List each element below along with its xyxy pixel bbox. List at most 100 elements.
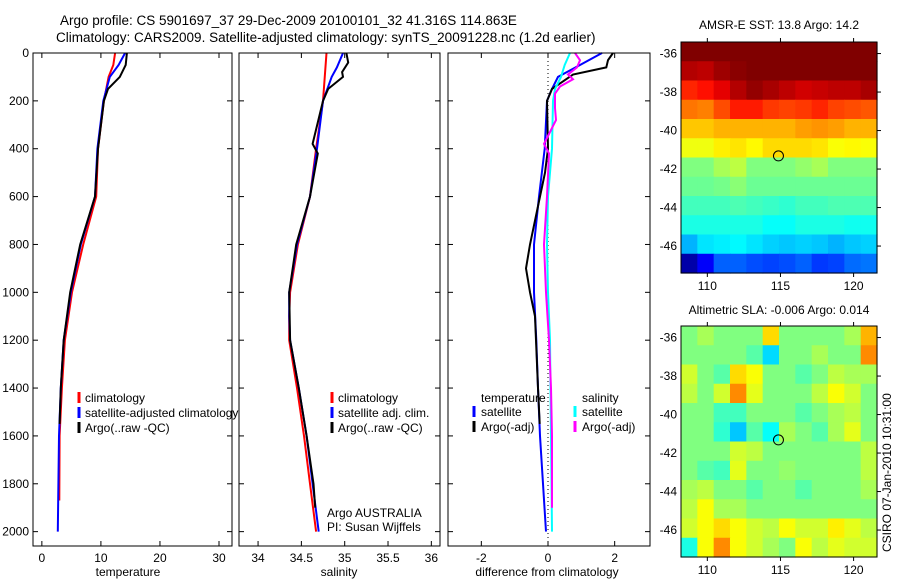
heatmap-cell — [795, 345, 813, 366]
heatmap-cell — [844, 403, 862, 423]
heatmap-cell — [795, 119, 813, 139]
heatmap-cell — [713, 196, 731, 216]
heatmap-cell — [697, 326, 715, 346]
y-tick-label: 2000 — [2, 525, 29, 539]
y-tick-label: -42 — [660, 446, 678, 460]
panel-temp: 0 10 20 30 0 200 400 600 800 1000 1200 1400 1600 1800… — [2, 46, 238, 579]
heatmap-cell — [795, 99, 813, 120]
series-line-temperature-satellite — [533, 52, 603, 532]
heatmap-cell — [828, 403, 845, 423]
heatmap-cell — [730, 196, 747, 216]
heatmap-cell — [811, 383, 829, 404]
heatmap-cell — [811, 460, 829, 481]
heatmap-cell — [844, 518, 862, 539]
heatmap-cell — [713, 422, 731, 443]
heatmap-cell — [730, 99, 747, 120]
heatmap-cell — [697, 157, 715, 178]
heatmap-cell — [746, 119, 764, 139]
heatmap-cell — [811, 326, 829, 346]
heatmap-cell — [762, 157, 780, 178]
heatmap-cell — [811, 99, 829, 120]
heatmap-cell — [828, 422, 845, 443]
heatmap-cell — [713, 460, 731, 481]
heatmap-cell — [730, 61, 747, 82]
x-tick-label: 115 — [771, 563, 790, 577]
heatmap-cell — [795, 138, 813, 159]
heatmap-cell — [844, 119, 862, 139]
heatmap-cell — [730, 253, 747, 274]
heatmap-cell — [779, 253, 796, 274]
heatmap-cell — [828, 499, 845, 520]
heatmap-cell — [860, 80, 878, 101]
argo-float-location-marker — [772, 150, 784, 162]
heatmap-cell — [844, 383, 862, 404]
heatmap-cell — [746, 42, 764, 62]
legend-label: Argo(..raw -QC) — [85, 421, 170, 435]
heatmap-cell — [713, 99, 731, 120]
heatmap-cell — [730, 345, 747, 366]
heatmap-cell — [860, 119, 878, 139]
heatmap-cell — [795, 157, 813, 178]
heatmap-cell — [697, 364, 715, 385]
heatmap-cell — [713, 234, 731, 255]
map-frame — [680, 41, 878, 274]
heatmap-cell — [681, 518, 698, 539]
y-tick-label: 1000 — [2, 285, 29, 299]
heatmap-cell — [746, 326, 764, 346]
heatmap-cell — [681, 345, 698, 366]
heatmap-cell — [795, 196, 813, 216]
heatmap-cell — [762, 215, 780, 236]
heatmap-cell — [779, 61, 796, 82]
series-line-salinity-argo-adj- — [542, 52, 582, 508]
heatmap-cell — [844, 422, 862, 443]
heatmap-cell — [762, 80, 780, 101]
heatmap-cell — [860, 253, 878, 274]
x-tick-label: 115 — [771, 279, 790, 293]
heatmap-cell — [860, 176, 878, 197]
series-line-salinity-satellite — [545, 52, 571, 532]
heatmap-cell — [779, 383, 796, 404]
heatmap-cell — [779, 196, 796, 216]
heatmap-cell — [860, 61, 878, 82]
heatmap-cell — [779, 215, 796, 236]
heatmap-cell — [795, 234, 813, 255]
heatmap-cell — [697, 422, 715, 443]
plot-frame — [238, 52, 441, 547]
heatmap-cell — [844, 364, 862, 385]
heatmap-cell — [779, 176, 796, 197]
heatmap-cell — [697, 499, 715, 520]
heatmap-cell — [730, 537, 747, 558]
heatmap-cell — [828, 518, 845, 539]
heatmap-cell — [795, 480, 813, 500]
credit-line2: PI: Susan Wijffels — [327, 520, 421, 534]
x-tick-label: 2 — [611, 551, 618, 565]
heatmap-cell — [860, 518, 878, 539]
heatmap-cell — [844, 138, 862, 159]
heatmap-cell — [746, 383, 764, 404]
heatmap-cell — [697, 119, 715, 139]
heatmap-cell — [762, 422, 780, 443]
heatmap-cell — [697, 42, 715, 62]
heatmap-cell — [697, 176, 715, 197]
heatmap-cell — [779, 234, 796, 255]
heatmap-cell — [795, 499, 813, 520]
heatmap-cell — [828, 157, 845, 178]
heatmap-cell — [828, 138, 845, 159]
heatmap-cell — [828, 196, 845, 216]
heatmap-cell — [697, 253, 715, 274]
y-tick-label: 1800 — [2, 477, 29, 491]
heatmap-cell — [713, 518, 731, 539]
x-tick-label: 0 — [545, 551, 552, 565]
heatmap-cell — [779, 422, 796, 443]
heatmap-cell — [844, 499, 862, 520]
heatmap-cell — [828, 42, 845, 62]
heatmap-cell — [681, 176, 698, 197]
heatmap-cell — [828, 460, 845, 481]
heatmap-cell — [811, 42, 829, 62]
heatmap-cell — [730, 176, 747, 197]
heatmap-cell — [730, 234, 747, 255]
plot-frame — [32, 52, 233, 547]
heatmap-cell — [828, 176, 845, 197]
heatmap-cell — [713, 383, 731, 404]
heatmap-cell — [730, 364, 747, 385]
